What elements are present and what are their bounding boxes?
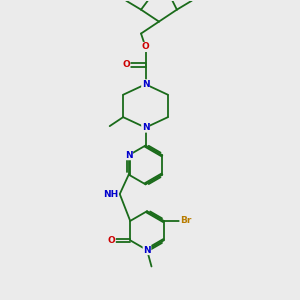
Text: O: O xyxy=(142,43,149,52)
Text: N: N xyxy=(142,80,149,89)
Text: N: N xyxy=(143,245,151,254)
Text: Br: Br xyxy=(180,216,191,225)
Text: NH: NH xyxy=(103,190,118,199)
Text: N: N xyxy=(142,123,149,132)
Text: O: O xyxy=(107,236,115,245)
Text: N: N xyxy=(125,151,133,160)
Text: O: O xyxy=(122,60,130,69)
